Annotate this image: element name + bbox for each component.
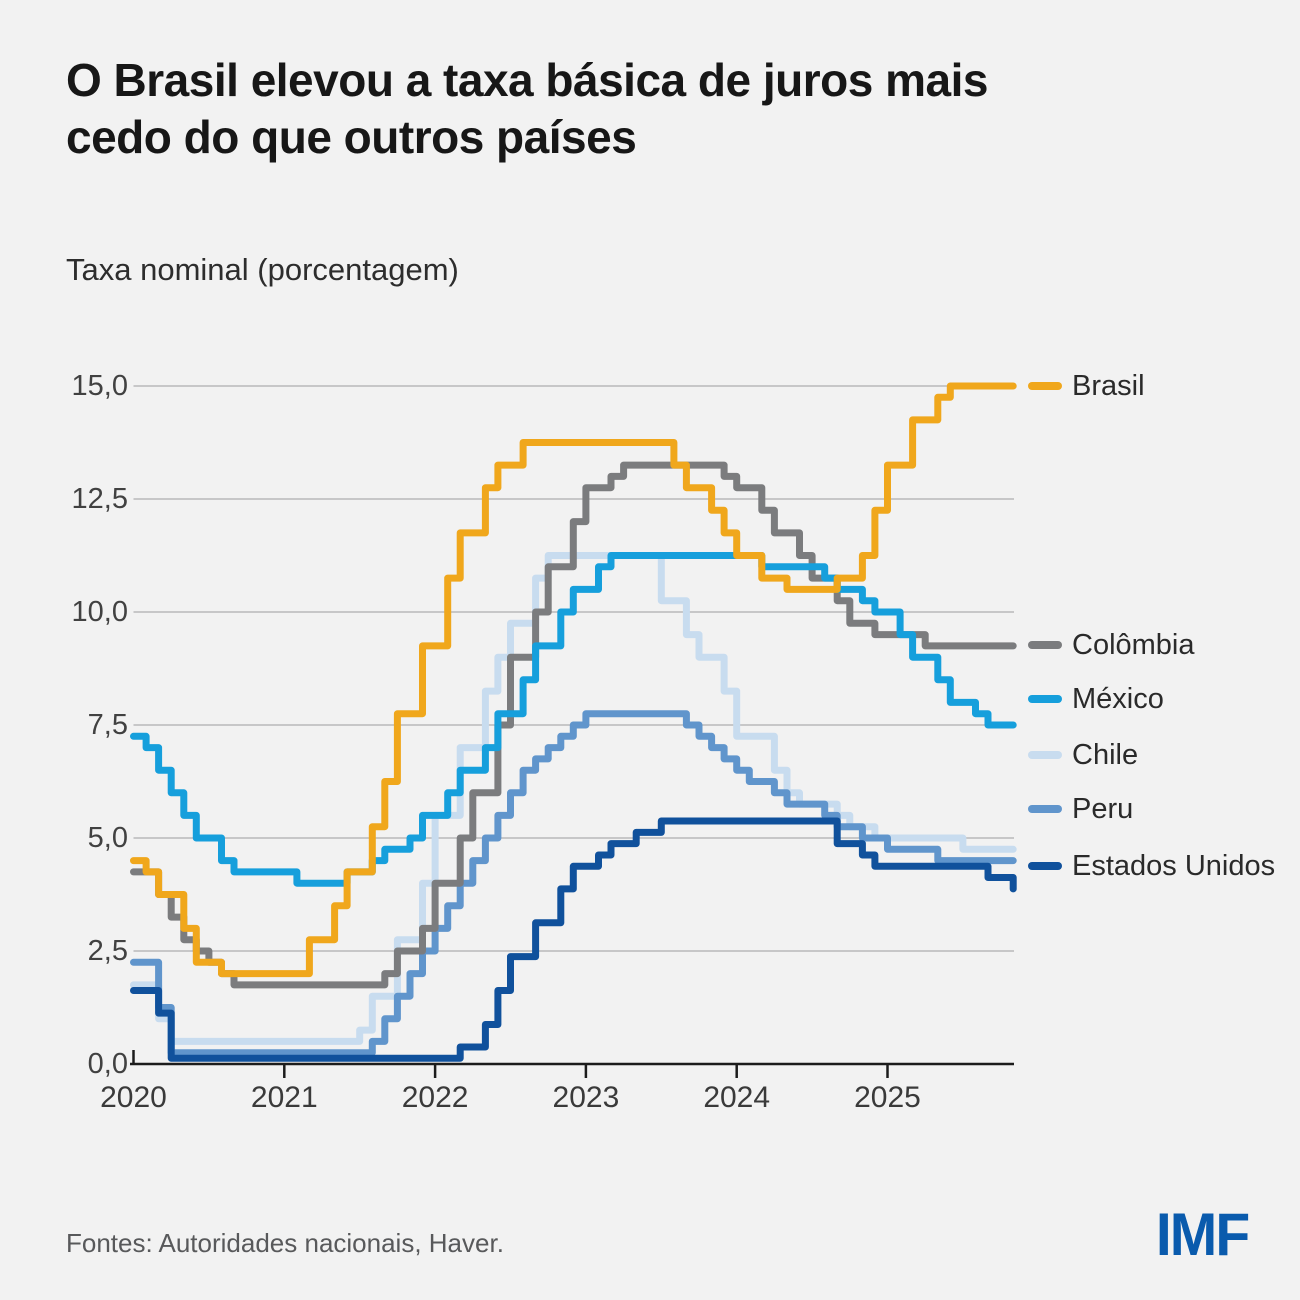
legend-label-brasil: Brasil	[1072, 370, 1145, 402]
series-line-estados-unidos	[130, 817, 1017, 1062]
legend-swatch-colombia	[1028, 641, 1062, 649]
legend-label-colombia: Colômbia	[1072, 629, 1195, 661]
title-line-1: O Brasil elevou a taxa básica de juros m…	[66, 54, 988, 106]
legend-label-chile: Chile	[1072, 739, 1139, 771]
series-line-chile	[130, 552, 1017, 1045]
legend-item-mexico: México	[1028, 683, 1164, 715]
legend-swatch-brasil	[1028, 382, 1062, 390]
legend-swatch-mexico	[1028, 695, 1062, 703]
series-line-peru	[130, 710, 1017, 1057]
x-axis	[130, 1050, 1014, 1078]
y-tick-label-10,0: 10,0	[71, 596, 128, 628]
y-tick-label-2,5: 2,5	[87, 935, 128, 967]
legend-swatch-estados-unidos	[1028, 862, 1062, 870]
series-line-brasil	[130, 382, 1017, 978]
legend-swatch-chile	[1028, 751, 1062, 759]
y-tick-label-5,0: 5,0	[87, 822, 128, 854]
legend-label-peru: Peru	[1072, 793, 1134, 825]
y-tick-label-12,5: 12,5	[71, 483, 128, 515]
legend-item-peru: Peru	[1028, 793, 1133, 825]
chart-subtitle: Taxa nominal (porcentagem)	[66, 252, 459, 287]
y-tick-label-7,5: 7,5	[87, 709, 128, 741]
x-tick-label-2025: 2025	[854, 1081, 921, 1114]
x-tick-label-2020: 2020	[100, 1081, 167, 1114]
legend-label-estados-unidos: Estados Unidos	[1072, 850, 1276, 882]
x-tick-label-2023: 2023	[552, 1081, 620, 1114]
legend-item-colombia: Colômbia	[1028, 629, 1195, 661]
x-tick-label-2022: 2022	[401, 1081, 469, 1114]
series-line-mexico	[130, 552, 1017, 887]
page-title: O Brasil elevou a taxa básica de juros m…	[66, 52, 1246, 166]
legend-swatch-peru	[1028, 805, 1062, 813]
title-line-2: cedo do que outros países	[66, 111, 637, 164]
y-tick-label-0,0: 0,0	[87, 1048, 128, 1080]
source-note: Fontes: Autoridades nacionais, Haver.	[66, 1228, 504, 1258]
legend-label-mexico: México	[1072, 683, 1164, 715]
imf-logo: IMF	[1155, 1201, 1250, 1268]
legend-item-brasil: Brasil	[1028, 370, 1145, 402]
x-tick-label-2021: 2021	[250, 1081, 318, 1114]
legend-item-chile: Chile	[1028, 739, 1138, 771]
x-tick-label-2024: 2024	[703, 1081, 771, 1114]
legend-item-estados-unidos: Estados Unidos	[1028, 850, 1275, 882]
y-tick-label-15,0: 15,0	[71, 370, 128, 402]
